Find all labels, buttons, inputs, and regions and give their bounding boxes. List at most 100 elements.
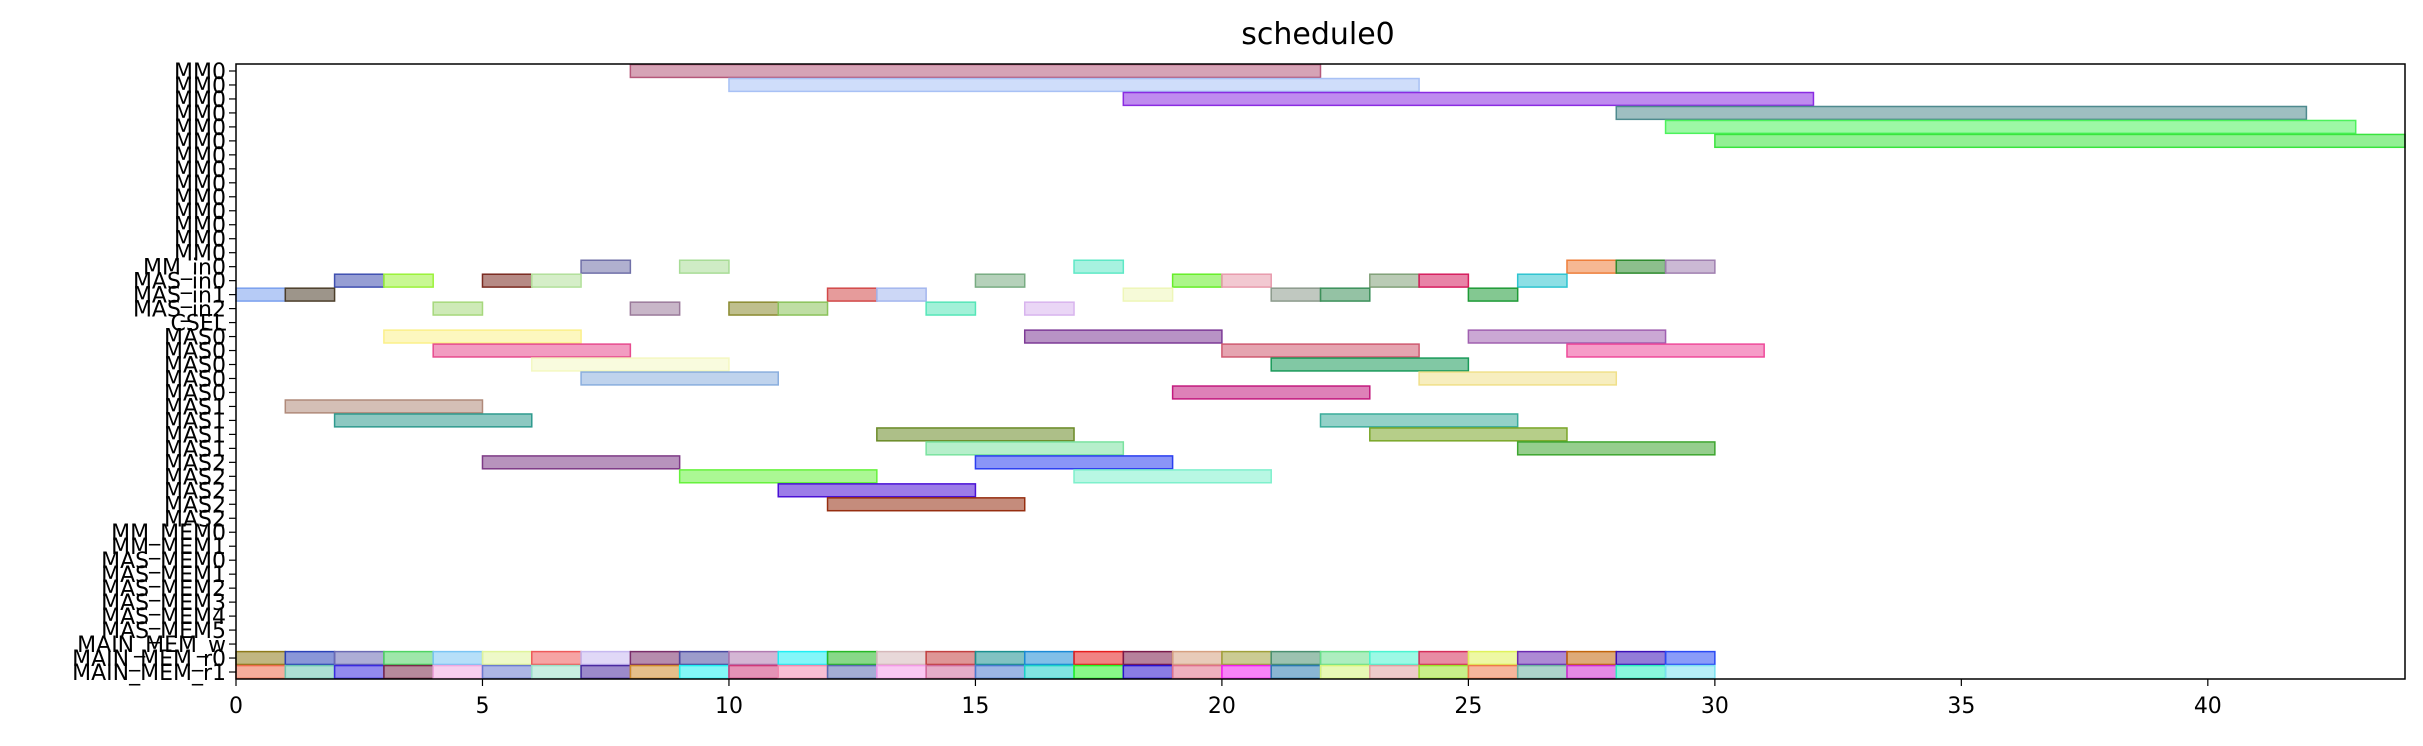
x-tick-label: 15 xyxy=(961,694,989,719)
y-tick-label: MAS1 xyxy=(164,437,226,462)
y-tick-label: MM0 xyxy=(174,88,226,113)
task-bar xyxy=(1073,259,1125,274)
task-bar xyxy=(235,287,287,302)
task-bar xyxy=(974,664,1026,680)
task-bar xyxy=(1369,427,1568,442)
task-bar xyxy=(284,399,484,414)
task-bar xyxy=(925,664,977,680)
task-bar xyxy=(1467,664,1519,680)
x-tick-label: 30 xyxy=(1701,694,1729,719)
task-bar xyxy=(876,287,927,302)
y-tick-label: MAS_MEM0 xyxy=(101,549,226,574)
task-bar xyxy=(284,287,336,302)
task-bar xyxy=(777,664,829,680)
task-bar xyxy=(383,329,582,344)
x-tick-label: 5 xyxy=(475,694,489,719)
task-bar xyxy=(1122,664,1174,680)
task-bar xyxy=(1516,441,1716,456)
task-bar xyxy=(974,273,1026,288)
y-tick-label: MM0 xyxy=(174,242,226,267)
task-bar xyxy=(826,287,878,302)
y-tick-label: MAS_in1 xyxy=(133,284,226,309)
task-bar xyxy=(1023,650,1075,666)
task-bar xyxy=(1566,343,1765,358)
task-bar xyxy=(1418,273,1470,288)
y-tick-label: MAIN_MEM_r0 xyxy=(72,647,226,672)
y-tick-label: MAS0 xyxy=(164,381,226,406)
task-bar xyxy=(481,455,681,470)
task-bar xyxy=(1467,329,1667,344)
y-tick-label: MAS1 xyxy=(164,409,226,434)
task-bar xyxy=(1023,301,1075,316)
task-bar xyxy=(1566,259,1618,274)
task-bar xyxy=(678,664,730,680)
y-tick-label: MM0 xyxy=(174,74,226,99)
bars-layer xyxy=(235,63,2406,680)
y-tick-label: MAS2 xyxy=(164,493,226,518)
y-tick-label: MM_in0 xyxy=(143,256,226,281)
y-tick-label: MAIN_MEM_w xyxy=(77,633,226,658)
task-bar xyxy=(1122,91,1815,107)
y-tick-label: MM0 xyxy=(174,116,226,141)
y-tick-label: CSEL xyxy=(171,312,227,337)
task-bar xyxy=(1122,650,1174,666)
task-bar xyxy=(432,650,484,666)
y-tick-label: MAS1 xyxy=(164,423,226,448)
task-bar xyxy=(1319,650,1371,666)
y-tick-label: MAS2 xyxy=(164,451,226,476)
task-bar xyxy=(333,664,385,680)
y-tick-label: MAS1 xyxy=(164,395,226,420)
task-bar xyxy=(629,664,681,680)
task-bar xyxy=(1664,664,1716,680)
task-bar xyxy=(826,650,878,666)
task-bar xyxy=(1221,273,1272,288)
y-tick-label: MM0 xyxy=(174,228,226,253)
task-bar xyxy=(1615,650,1667,666)
task-bar xyxy=(1319,413,1519,428)
task-bar xyxy=(1073,650,1125,666)
task-bar xyxy=(629,301,681,316)
task-bar xyxy=(1516,650,1568,666)
y-tick-label: MAS_MEM3 xyxy=(101,591,226,616)
task-bar xyxy=(876,664,927,680)
y-tick-label: MAS_in2 xyxy=(133,298,226,323)
task-bar xyxy=(580,371,779,386)
task-bar xyxy=(1566,650,1618,666)
y-tick-labels: MM0MM0MM0MM0MM0MM0MM0MM0MM0MM0MM0MM0MM0M… xyxy=(72,60,236,686)
y-tick-label: MM0 xyxy=(174,130,226,155)
task-bar xyxy=(1171,273,1223,288)
y-tick-label: MAS0 xyxy=(164,326,226,351)
task-bar xyxy=(481,273,533,288)
task-bar xyxy=(333,413,533,428)
task-bar xyxy=(678,650,730,666)
task-bar xyxy=(531,357,730,372)
task-bar xyxy=(1467,650,1519,666)
task-bar xyxy=(777,483,977,498)
task-bar xyxy=(629,650,681,666)
task-bar xyxy=(1270,650,1322,666)
task-bar xyxy=(1319,664,1371,680)
y-tick-label: MAS_MEM2 xyxy=(101,577,226,602)
task-bar xyxy=(284,650,336,666)
task-bar xyxy=(1270,287,1322,302)
y-tick-label: MM0 xyxy=(174,172,226,197)
y-tick-label: MAS0 xyxy=(164,367,226,392)
task-bar xyxy=(876,427,1075,442)
y-tick-label: MAS2 xyxy=(164,507,226,532)
task-bar xyxy=(974,455,1174,470)
task-bar xyxy=(1171,650,1223,666)
task-bar xyxy=(531,664,582,680)
task-bar xyxy=(1664,259,1716,274)
task-bar xyxy=(1615,105,2308,121)
task-bar xyxy=(728,650,779,666)
task-bar xyxy=(1418,371,1618,386)
x-tick-label: 35 xyxy=(1947,694,1975,719)
task-bar xyxy=(1171,385,1371,400)
task-bar xyxy=(826,664,878,680)
y-tick-label: MAS_MEM1 xyxy=(101,563,226,588)
task-bar xyxy=(876,650,927,666)
task-bar xyxy=(1270,357,1470,372)
task-bar xyxy=(1615,664,1667,680)
task-bar xyxy=(1418,650,1470,666)
y-tick-label: MM_MEM0 xyxy=(111,521,226,546)
